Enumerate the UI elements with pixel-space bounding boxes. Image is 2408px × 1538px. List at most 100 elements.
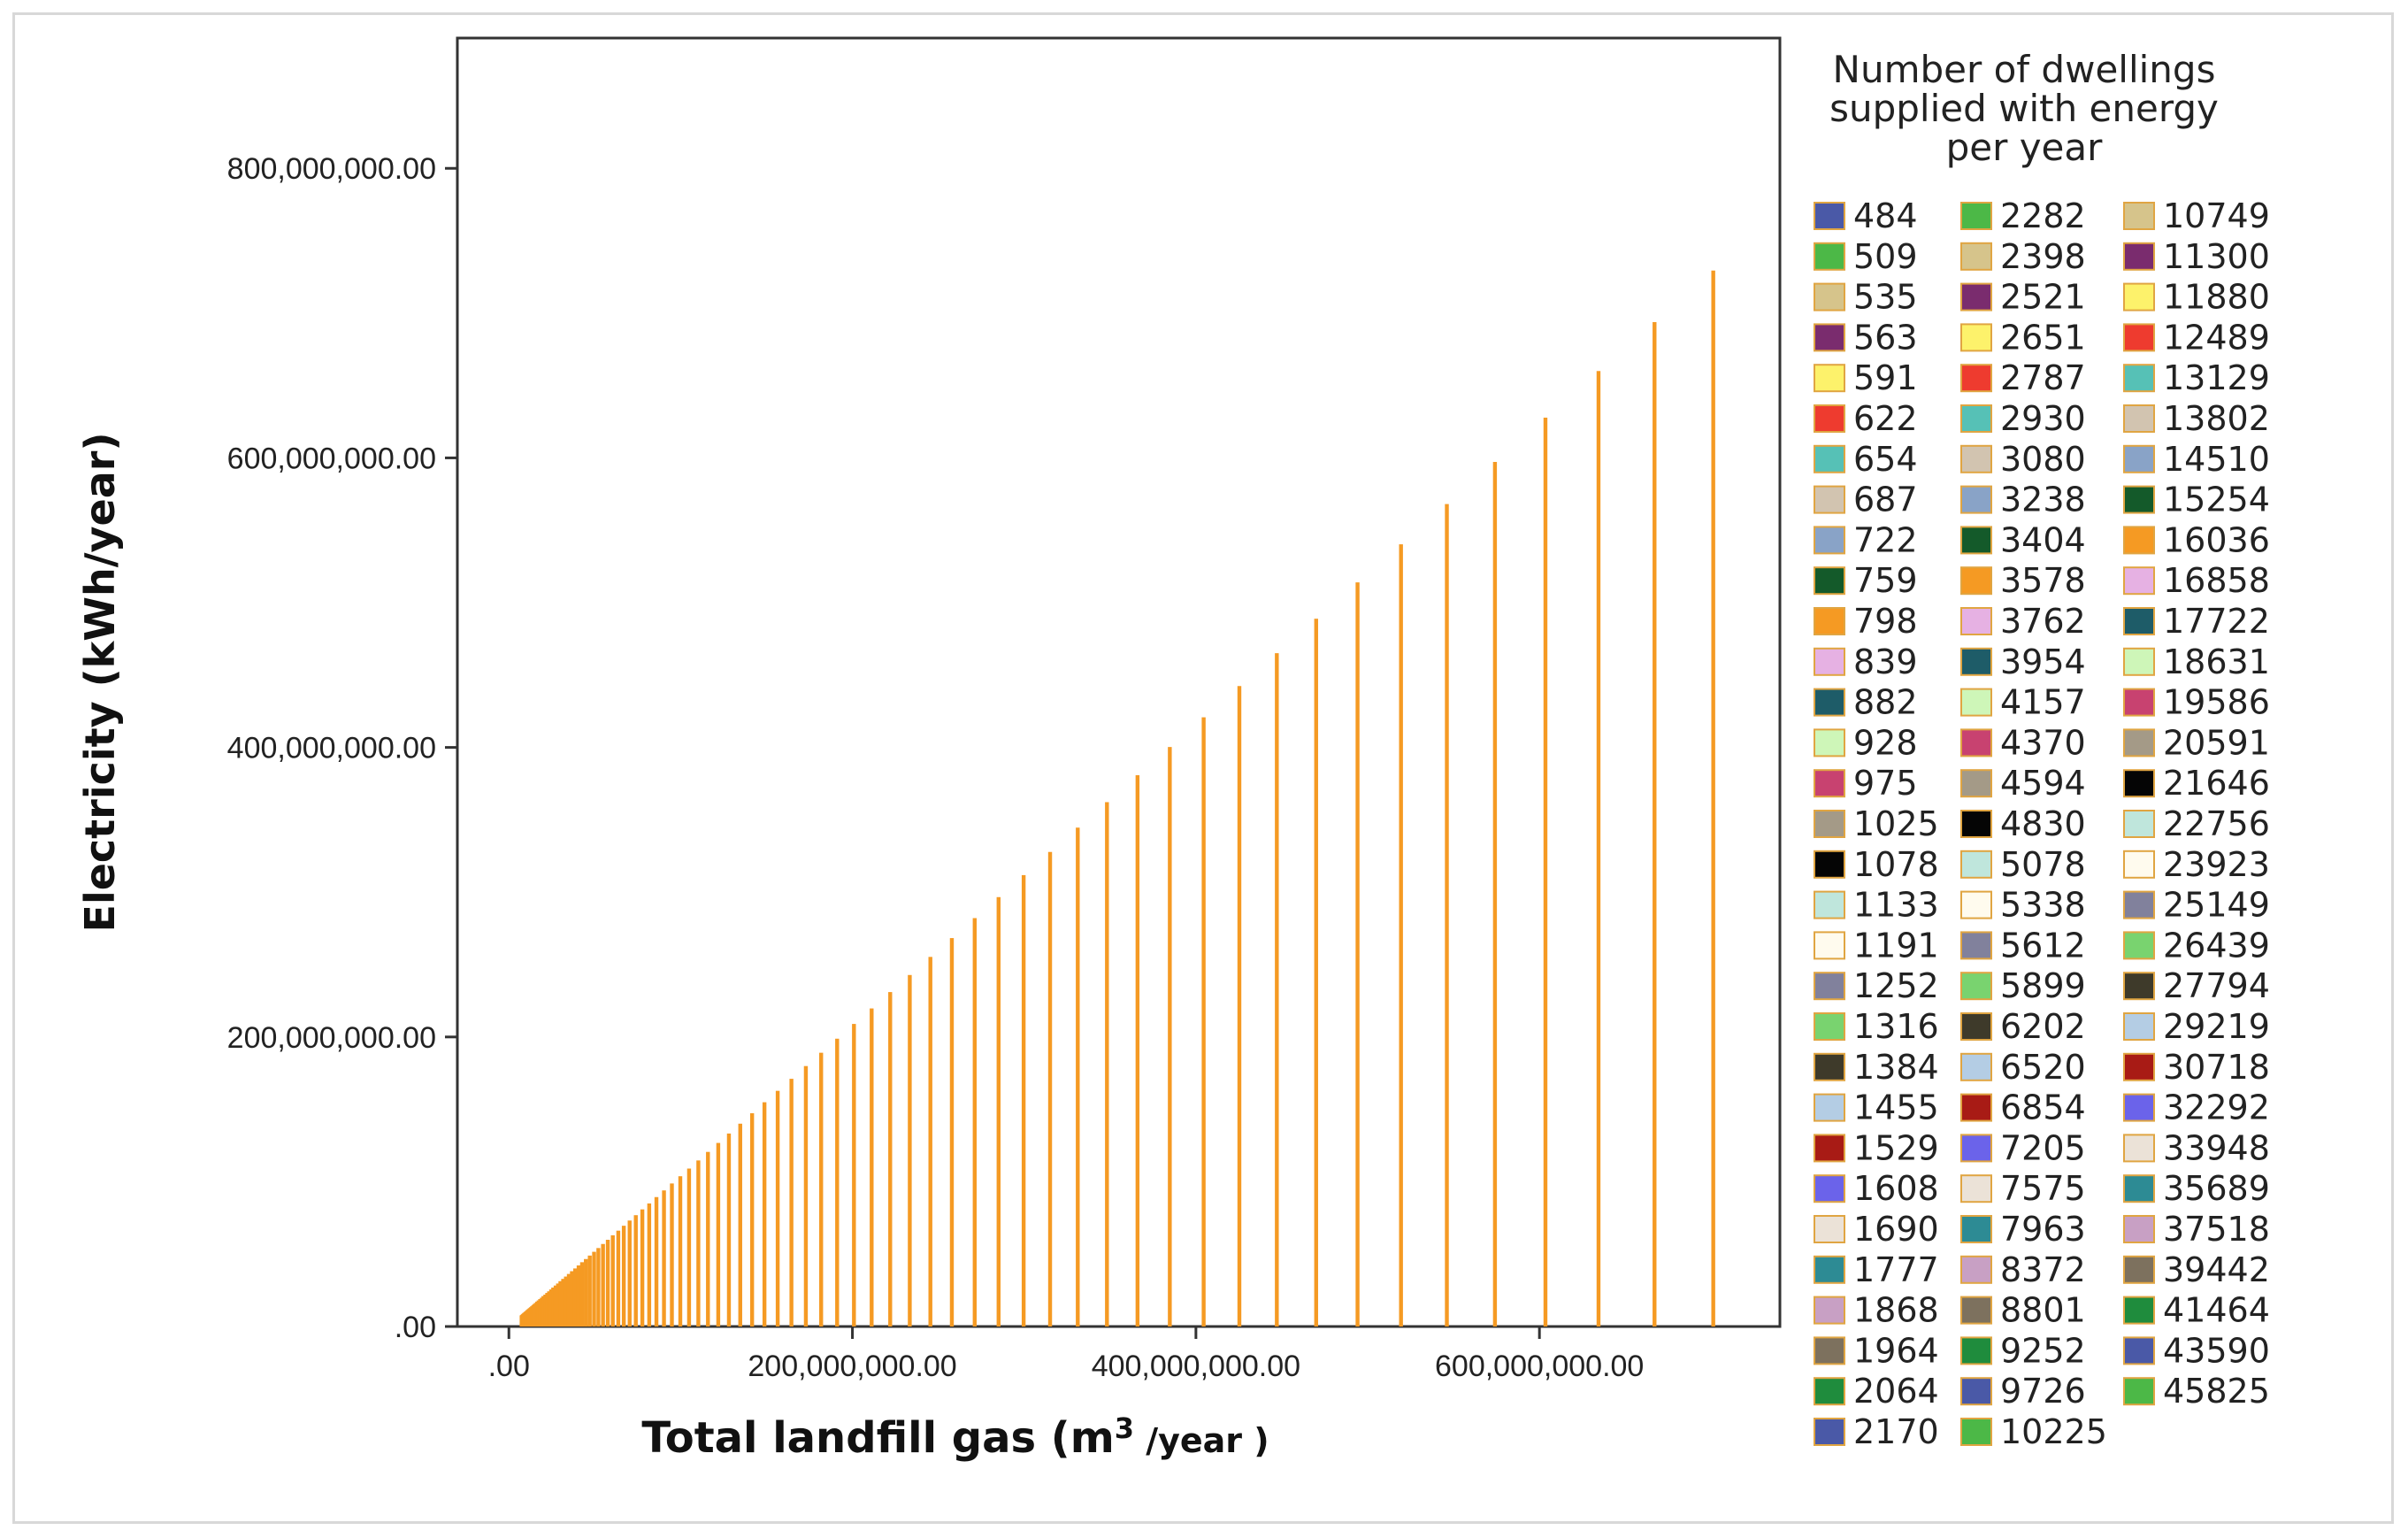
legend-swatch-7205 [1960,1134,1992,1163]
legend-label-22756: 22756 [2163,804,2270,843]
chart-frame: .00 200,000,000.00 400,000,000.00 600,000,0… [12,12,2394,1524]
legend-label-13802: 13802 [2163,399,2270,438]
legend-swatch-6854 [1960,1093,1992,1122]
legend-label-1529: 1529 [1853,1128,1939,1167]
y-tick-label: 600,000,000.00 [227,442,436,475]
legend-label-32292: 32292 [2163,1088,2270,1127]
legend-label-8372: 8372 [2000,1250,2086,1289]
bar-1777 [553,1285,558,1327]
legend-label-7205: 7205 [2000,1128,2086,1167]
legend-label-509: 509 [1853,237,1918,276]
bar-2930 [584,1258,588,1327]
legend-label-5338: 5338 [2000,886,2086,925]
legend-label-1191: 1191 [1853,926,1939,965]
bar-7963 [716,1142,721,1327]
x-axis-title: Total landfill gas (m3 /year ) [641,1411,1269,1463]
bar-26439 [1201,717,1206,1327]
legend-label-35689: 35689 [2163,1169,2270,1208]
legend-swatch-1078 [1814,850,1845,879]
bar-11880 [819,1052,824,1327]
legend-swatch-5612 [1960,931,1992,960]
bar-15254 [908,974,912,1327]
legend-label-10749: 10749 [2163,196,2270,235]
legend-swatch-10225 [1960,1418,1992,1446]
legend-swatch-14510 [2123,444,2155,473]
bar-2787 [579,1262,585,1327]
legend-swatch-39442 [2123,1255,2155,1284]
bar-5338 [647,1203,652,1327]
bar-1608 [548,1289,554,1327]
y-tick-label: .00 [395,1311,436,1344]
bar-2282 [566,1273,571,1327]
legend-label-9726: 9726 [2000,1372,2086,1411]
legend-swatch-1316 [1814,1012,1845,1041]
bar-8801 [738,1123,742,1327]
legend-label-5612: 5612 [2000,926,2086,965]
legend-swatch-882 [1814,688,1845,717]
bar-6854 [686,1168,692,1327]
legend-swatch-4830 [1960,810,1992,838]
bar-12489 [835,1038,840,1327]
legend-label-1608: 1608 [1853,1169,1939,1208]
legend-swatch-3404 [1960,526,1992,555]
legend-label-2170: 2170 [1853,1412,1939,1451]
legend-swatch-22756 [2123,810,2155,838]
legend-label-4157: 4157 [2000,683,2086,722]
legend-label-3238: 3238 [2000,481,2086,519]
legend-swatch-1133 [1814,890,1845,919]
x-tick-label: 600,000,000.00 [1435,1350,1644,1383]
legend-label-4830: 4830 [2000,804,2086,843]
legend-swatch-11300 [2123,242,2155,271]
bar-2651 [576,1265,581,1327]
legend-swatch-3762 [1960,607,1992,635]
legend-swatch-4594 [1960,769,1992,798]
legend-swatch-2787 [1960,364,1992,393]
bar-1964 [558,1280,563,1327]
legend-label-18631: 18631 [2163,642,2270,681]
bar-5612 [654,1196,659,1327]
legend-swatch-1868 [1814,1296,1845,1325]
bar-3238 [592,1251,596,1327]
legend-swatch-3080 [1960,444,1992,473]
legend-label-1078: 1078 [1853,845,1939,884]
legend-swatch-2651 [1960,323,1992,352]
legend-swatch-1191 [1814,931,1845,960]
bar-3578 [601,1243,605,1327]
bar-6202 [670,1183,674,1327]
legend-swatch-35689 [2123,1174,2155,1203]
legend-swatch-1384 [1814,1052,1845,1081]
legend-swatch-9726 [1960,1377,1992,1406]
legend-swatch-1964 [1814,1336,1845,1365]
legend-label-3762: 3762 [2000,602,2086,641]
bar-21646 [1076,827,1080,1327]
legend-title-line-3: per year [1946,126,2104,169]
y-tick-label: 200,000,000.00 [227,1021,436,1055]
bar-32292 [1355,582,1360,1327]
legend-label-2930: 2930 [2000,399,2086,438]
legend-label-25149: 25149 [2163,886,2270,925]
bar-11300 [803,1065,809,1327]
legend-swatch-5078 [1960,850,1992,879]
legend-items: 4845095355635916226546877227597988398829… [1814,196,2270,1451]
legend-label-11880: 11880 [2163,278,2270,317]
legend-swatch-687 [1814,485,1845,514]
bar-16858 [949,938,955,1327]
legend-label-1868: 1868 [1853,1291,1939,1330]
bar-30718 [1314,619,1318,1327]
legend-label-4370: 4370 [2000,723,2086,762]
legend-label-4594: 4594 [2000,764,2086,803]
legend-swatch-5338 [1960,890,1992,919]
legend-swatch-1777 [1814,1255,1845,1284]
legend-swatch-1252 [1814,972,1845,1001]
legend-swatch-3954 [1960,647,1992,676]
bar-4370 [621,1226,626,1327]
bar-22756 [1105,802,1109,1327]
legend-title-line-1: Number of dwellings [1833,48,2216,91]
legend-swatch-1455 [1814,1093,1845,1122]
legend-swatch-20591 [2123,728,2155,757]
bar-3080 [587,1255,592,1327]
legend-label-19586: 19586 [2163,683,2270,722]
legend-label-13129: 13129 [2163,358,2270,397]
legend-label-8801: 8801 [2000,1291,2086,1330]
bar-41464 [1596,371,1601,1327]
